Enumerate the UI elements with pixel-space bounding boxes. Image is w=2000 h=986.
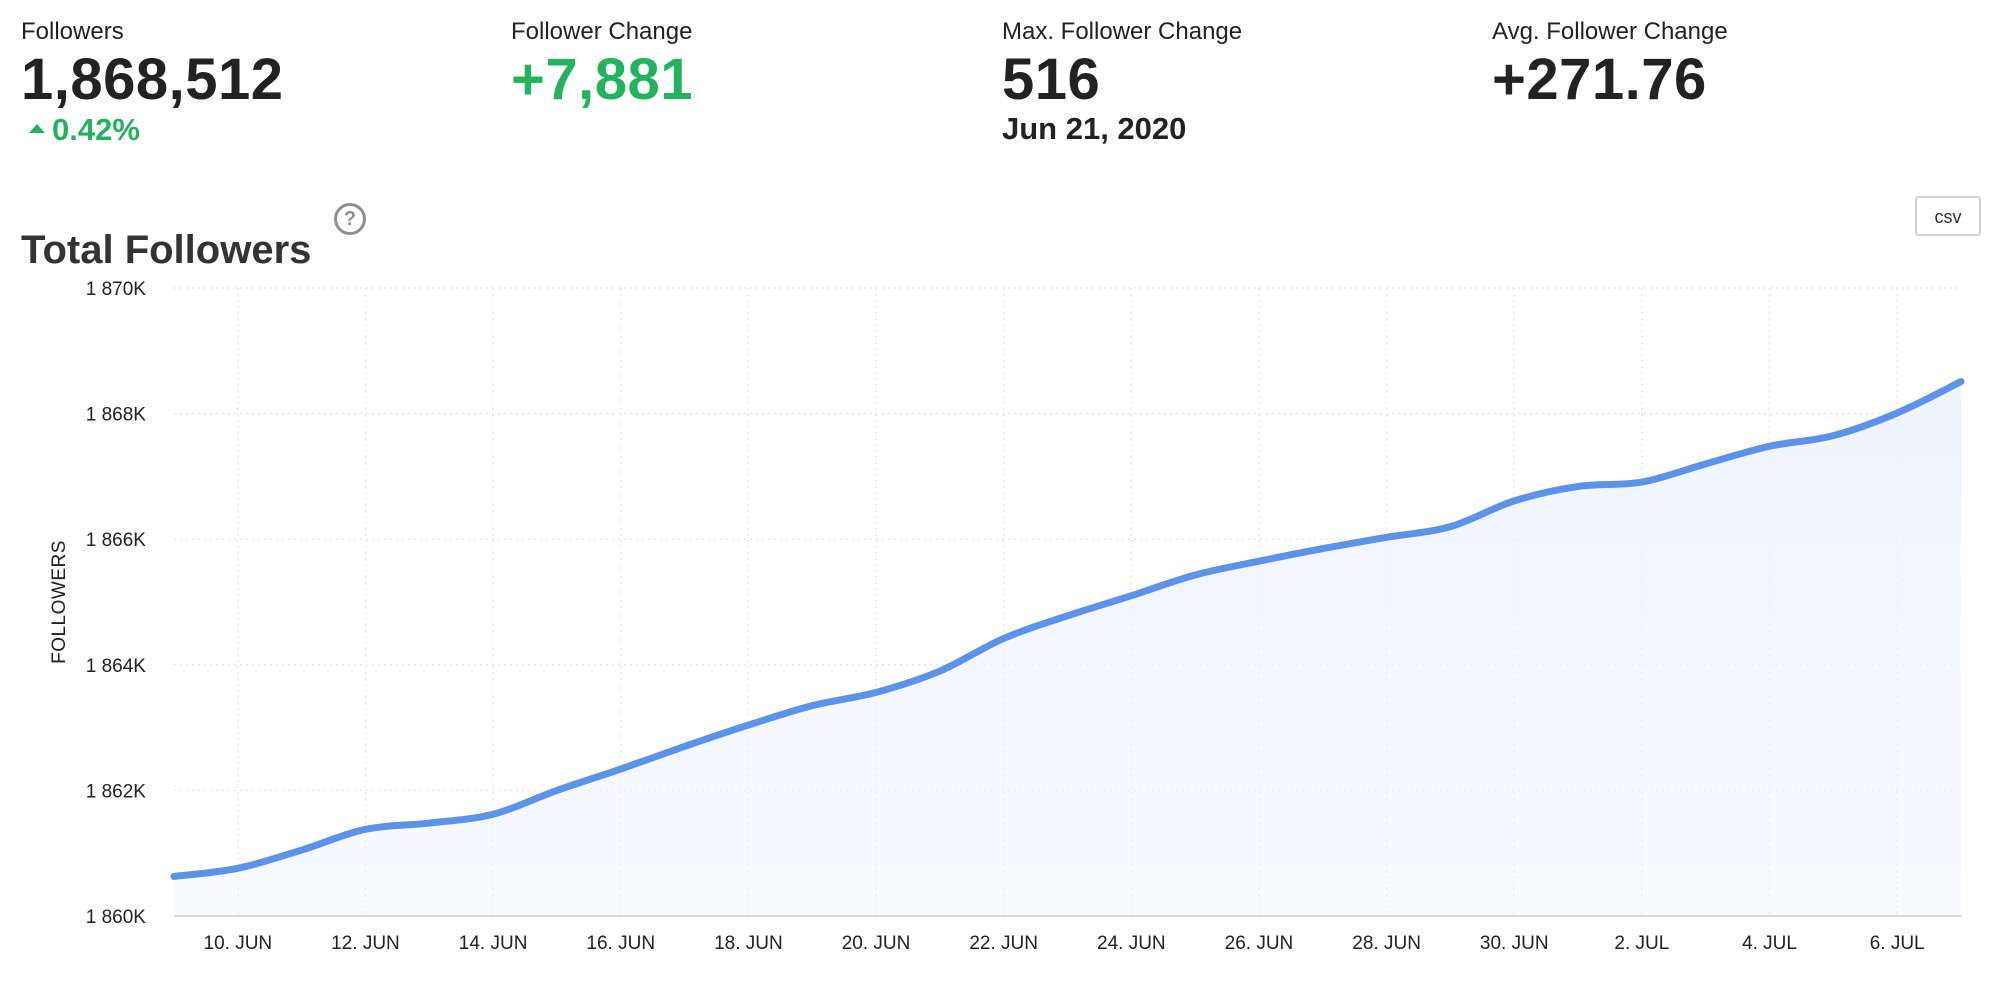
x-tick-label: 16. JUN <box>586 933 655 954</box>
followers-line <box>170 378 1965 880</box>
x-tick-label: 4. JUL <box>1742 933 1797 954</box>
max-follower-change-date: Jun 21, 2020 <box>1002 111 1187 146</box>
chart-title: Total Followers <box>21 228 312 273</box>
total-followers-chart-wrapper: 1 860K 1 862K 1 864K 1 866K 1 868K 1 870K 10. … <box>0 250 2000 986</box>
x-tick-label: 18. JUN <box>714 933 783 954</box>
x-tick-label: 28. JUN <box>1352 933 1421 954</box>
y-axis-title: FOLLOWERS <box>49 540 70 664</box>
area-fill <box>174 381 1961 916</box>
y-tick-label: 1 860K <box>86 907 147 928</box>
x-tick-label: 6. JUL <box>1870 933 1925 954</box>
followers-label: Followers <box>21 18 124 45</box>
stats-row: Followers 1,868,512 0.42% Follower Chang… <box>0 0 2000 170</box>
x-tick-label: 10. JUN <box>204 933 273 954</box>
y-tick-label: 1 862K <box>86 781 147 802</box>
x-tick-label: 12. JUN <box>331 933 400 954</box>
follower-change-label: Follower Change <box>511 18 693 45</box>
csv-export-button[interactable]: csv <box>1915 196 1981 236</box>
help-icon[interactable]: ? <box>334 203 366 235</box>
max-follower-change-label: Max. Follower Change <box>1002 18 1243 45</box>
up-triangle-icon <box>29 123 45 133</box>
x-tick-label: 20. JUN <box>842 933 911 954</box>
followers-value: 1,868,512 <box>21 47 284 112</box>
avg-follower-change-value: +271.76 <box>1492 47 1707 112</box>
y-tick-label: 1 870K <box>86 279 147 300</box>
follower-change-value: +7,881 <box>511 47 694 112</box>
followers-change-percent-text: 0.42% <box>52 112 140 147</box>
followers-change-percent: 0.42% <box>29 112 140 148</box>
x-tick-label: 30. JUN <box>1480 933 1549 954</box>
x-tick-label: 24. JUN <box>1097 933 1166 954</box>
avg-follower-change-label: Avg. Follower Change <box>1492 18 1728 45</box>
max-follower-change-value: 516 <box>1002 47 1101 112</box>
total-followers-chart: 1 860K 1 862K 1 864K 1 866K 1 868K 1 870K 10. … <box>49 279 1965 954</box>
x-tick-label: 14. JUN <box>459 933 528 954</box>
y-tick-label: 1 868K <box>86 405 147 426</box>
x-tick-label: 2. JUL <box>1614 933 1669 954</box>
y-tick-label: 1 864K <box>86 656 147 677</box>
x-tick-label: 26. JUN <box>1225 933 1294 954</box>
y-tick-label: 1 866K <box>86 530 147 551</box>
x-tick-label: 22. JUN <box>969 933 1038 954</box>
